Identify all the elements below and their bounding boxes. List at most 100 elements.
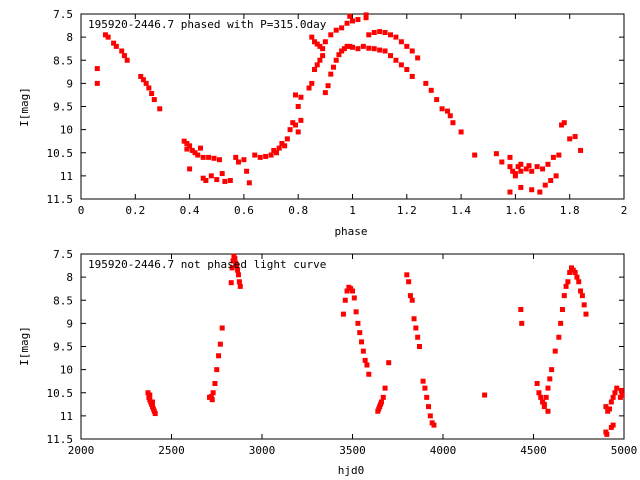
- data-point: [426, 404, 432, 410]
- data-point: [604, 431, 610, 437]
- data-point: [143, 80, 149, 86]
- data-point: [276, 145, 282, 151]
- y-axis: 7.5 8 8.5 9 9.5 10 10.5 11 11.5: [47, 8, 624, 206]
- data-point: [493, 151, 499, 157]
- y-tick-label: 8.5: [53, 54, 73, 67]
- data-point: [350, 18, 355, 24]
- data-point: [404, 43, 410, 49]
- data-point: [512, 173, 518, 179]
- y-tick-label: 9: [66, 77, 73, 90]
- data-point: [219, 325, 225, 331]
- data-point: [235, 159, 241, 165]
- y-tick-label: 7.5: [53, 248, 73, 261]
- data-point: [237, 283, 243, 289]
- y-tick-label: 7.5: [53, 8, 73, 21]
- data-point: [149, 91, 155, 97]
- data-point: [537, 189, 543, 195]
- data-point: [295, 129, 301, 135]
- data-point: [111, 40, 117, 46]
- x-tick-label: 5000: [611, 444, 638, 457]
- data-point: [534, 164, 540, 170]
- data-point: [298, 117, 304, 123]
- y-tick-label: 10: [60, 124, 73, 137]
- data-point: [366, 371, 372, 377]
- data-point: [610, 422, 616, 428]
- x-tick-label: 2: [621, 204, 628, 217]
- data-point: [578, 147, 584, 153]
- x-tick-label: 1.8: [560, 204, 580, 217]
- y-tick-label: 9.5: [53, 341, 73, 354]
- data-point: [292, 122, 298, 128]
- data-point: [152, 411, 158, 417]
- data-point: [347, 43, 353, 49]
- y-tick-label: 11: [60, 410, 73, 423]
- data-point: [113, 43, 119, 49]
- data-point: [523, 166, 529, 172]
- data-point: [545, 408, 551, 414]
- data-point: [282, 143, 288, 149]
- data-point: [518, 184, 524, 190]
- data-point: [553, 173, 559, 179]
- data-point: [583, 311, 589, 317]
- data-point: [290, 120, 296, 126]
- data-point: [406, 279, 412, 285]
- data-point: [423, 80, 429, 86]
- data-point: [526, 163, 532, 169]
- data-point: [574, 274, 580, 280]
- data-point: [298, 94, 304, 100]
- data-point: [545, 161, 551, 167]
- y-axis-label: I[mag]: [18, 326, 31, 366]
- x-axis: 2000 2500 3000 3500 4000 4500 5000: [68, 254, 638, 457]
- data-point: [519, 320, 525, 326]
- data-point: [371, 30, 377, 35]
- y-tick-label: 11.5: [47, 193, 74, 206]
- data-point: [518, 161, 524, 167]
- data-point: [339, 25, 345, 31]
- data-point: [184, 141, 190, 146]
- data-point: [424, 394, 430, 400]
- data-point: [119, 48, 125, 54]
- data-point: [407, 293, 413, 299]
- x-tick-label: 3000: [249, 444, 276, 457]
- data-point: [567, 270, 573, 275]
- data-point: [439, 106, 445, 112]
- plot-frame: [80, 253, 625, 440]
- data-point: [507, 189, 513, 195]
- data-point: [563, 283, 569, 289]
- data-point: [420, 378, 426, 384]
- x-axis-label: hjd0: [338, 464, 365, 477]
- data-point: [317, 57, 323, 63]
- data-point: [211, 155, 217, 161]
- data-point: [393, 34, 399, 40]
- data-point: [614, 385, 620, 391]
- x-axis-label: phase: [334, 225, 367, 238]
- data-point: [311, 67, 317, 72]
- data-point: [195, 152, 201, 158]
- y-tick-label: 10.5: [47, 147, 74, 160]
- data-point: [203, 178, 209, 183]
- data-point: [458, 129, 464, 135]
- data-point: [252, 152, 258, 158]
- data-point: [572, 134, 578, 140]
- data-point: [548, 178, 554, 183]
- data-point: [200, 154, 206, 160]
- data-point: [409, 73, 415, 79]
- data-point: [565, 279, 571, 285]
- y-tick-label: 9: [66, 317, 73, 330]
- data-point: [552, 348, 558, 354]
- data-point: [314, 62, 320, 68]
- data-point: [619, 392, 625, 398]
- data-point: [309, 34, 315, 40]
- data-point: [411, 316, 417, 322]
- data-point: [102, 32, 108, 38]
- data-point: [607, 406, 613, 412]
- data-point: [578, 288, 584, 294]
- data-point: [216, 353, 222, 359]
- data-point: [157, 106, 163, 112]
- data-point: [409, 297, 415, 303]
- data-point: [357, 330, 363, 336]
- data-point: [561, 120, 567, 126]
- data-point: [271, 147, 277, 153]
- data-point: [515, 164, 521, 170]
